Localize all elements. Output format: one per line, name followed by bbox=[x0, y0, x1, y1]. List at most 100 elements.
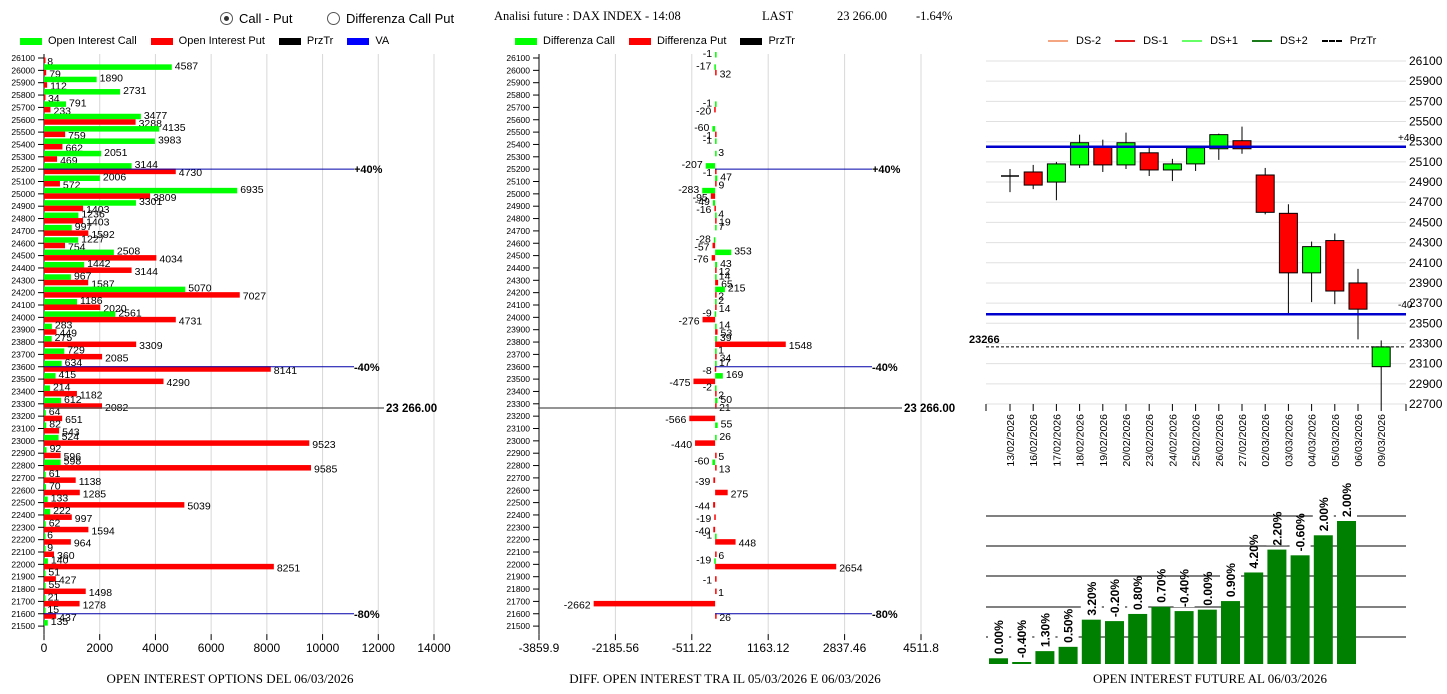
va-label: -80% bbox=[354, 609, 380, 621]
y-tick-label: 24400 bbox=[11, 263, 35, 273]
bar-call-label: 21 bbox=[48, 591, 60, 603]
bar-put bbox=[713, 502, 716, 508]
y-tick-label: 24700 bbox=[11, 226, 35, 236]
y-tick-label: 26100 bbox=[11, 53, 35, 63]
bar-put-label: 596 bbox=[64, 451, 82, 463]
candle-down bbox=[1139, 152, 1159, 171]
bar-call bbox=[44, 212, 79, 219]
oi-label-bg bbox=[1150, 580, 1172, 603]
bar-call bbox=[44, 496, 48, 503]
bar-call bbox=[44, 323, 52, 330]
bar-put-label: 19 bbox=[719, 217, 731, 229]
bar-put bbox=[44, 242, 66, 249]
x-tick-label: 02/03/2026 bbox=[1260, 414, 1272, 467]
y-tick-label: 23100 bbox=[1409, 357, 1443, 371]
va-label: -40% bbox=[354, 362, 380, 374]
x-tick-label: 17/02/2026 bbox=[1051, 414, 1063, 467]
bar-put bbox=[715, 181, 717, 187]
legend-item-candle-prztr: PrzTr bbox=[1321, 35, 1376, 47]
y-tick-label: 24000 bbox=[506, 312, 530, 322]
bar-put bbox=[715, 69, 717, 76]
bar-put-label: 8 bbox=[47, 56, 53, 68]
bar-call-label: 82 bbox=[49, 419, 61, 431]
oi-bar bbox=[1035, 651, 1055, 664]
bar-put bbox=[44, 403, 102, 409]
oi-label-bg bbox=[1080, 593, 1102, 616]
oi-bar-label: 1.30% bbox=[1038, 613, 1052, 647]
y-tick-label: 22000 bbox=[506, 559, 530, 569]
bar-call-label: 2 bbox=[718, 295, 724, 307]
y-tick-label: 24800 bbox=[506, 214, 530, 224]
y-tick-label: 24200 bbox=[11, 288, 35, 298]
radio-differenza-call-put[interactable]: Differenza Call Put bbox=[327, 11, 454, 26]
bar-put-label: 1 bbox=[718, 587, 724, 599]
header-title: Analisi future : DAX INDEX - 14:08 bbox=[494, 9, 681, 23]
x-tick-label: 24/02/2026 bbox=[1167, 414, 1179, 467]
legend-item-ds-minus1: DS-1 bbox=[1115, 35, 1168, 47]
bar-call-label: -1 bbox=[703, 530, 712, 542]
bar-put-label: 2 bbox=[718, 389, 724, 401]
bar-put bbox=[715, 539, 736, 545]
bar-call-label: -60 bbox=[694, 122, 709, 134]
bar-put bbox=[712, 242, 716, 249]
bar-put-label: 9523 bbox=[312, 439, 336, 451]
bar-put bbox=[715, 489, 728, 496]
bar-put bbox=[44, 131, 66, 138]
candle-down bbox=[1232, 140, 1252, 150]
ds-label: -40 bbox=[1398, 300, 1413, 311]
oi-label-bg bbox=[1220, 575, 1241, 598]
bar-call-label: -9 bbox=[702, 307, 711, 319]
ds-label: +40 bbox=[1398, 133, 1415, 144]
bar-put bbox=[44, 156, 58, 162]
candle-down bbox=[1325, 240, 1345, 292]
oi-label-bg bbox=[1266, 523, 1288, 546]
bar-call bbox=[44, 286, 186, 293]
x-tick-label: 09/03/2026 bbox=[1376, 414, 1388, 467]
va-label: +40% bbox=[354, 164, 383, 176]
bar-put-label: 9585 bbox=[314, 464, 338, 476]
y-tick-label: 25000 bbox=[506, 189, 530, 199]
bar-call-label: 791 bbox=[69, 97, 87, 109]
bar-put bbox=[44, 205, 84, 212]
bar-put bbox=[44, 292, 240, 298]
bar-call-label: 3477 bbox=[144, 110, 168, 122]
bar-put bbox=[44, 551, 55, 557]
bar-put bbox=[714, 366, 717, 372]
bar-put-label: 6 bbox=[718, 550, 724, 562]
oi-bar-label: -0.20% bbox=[1108, 579, 1122, 617]
legend-candles: DS-2 DS-1 DS+1 DS+2 PrzTr bbox=[1048, 35, 1390, 47]
bar-call-label: 415 bbox=[59, 369, 77, 381]
oi-bar-label: 2.00% bbox=[1317, 497, 1331, 531]
y-tick-label: 22300 bbox=[506, 522, 530, 532]
bar-put-label: 997 bbox=[75, 513, 93, 525]
bar-put bbox=[44, 390, 77, 397]
oi-bar bbox=[1267, 549, 1287, 664]
bar-put bbox=[44, 576, 56, 582]
bar-call bbox=[715, 348, 717, 354]
bar-put bbox=[715, 465, 717, 471]
bar-call-label: 353 bbox=[734, 246, 752, 258]
bar-call bbox=[44, 311, 116, 317]
bar-call-label: -19 bbox=[696, 554, 711, 566]
bar-put bbox=[715, 353, 717, 360]
radio-call-put[interactable]: Call - Put bbox=[220, 11, 292, 26]
y-tick-label: 23500 bbox=[506, 374, 530, 384]
bar-call-label: 997 bbox=[75, 221, 93, 233]
bar-put bbox=[593, 600, 716, 607]
oi-label-bg bbox=[1104, 595, 1125, 618]
bar-call bbox=[714, 311, 717, 317]
bar-put bbox=[715, 168, 717, 175]
bar-put bbox=[44, 168, 176, 175]
bar-call bbox=[44, 422, 47, 428]
y-tick-label: 22900 bbox=[506, 448, 530, 458]
candle-up bbox=[1302, 246, 1322, 274]
bar-call-label: -1 bbox=[703, 134, 712, 146]
x-tick-label: 4000 bbox=[142, 641, 169, 655]
oi-label-bg bbox=[1243, 546, 1265, 569]
oi-label-bg bbox=[1034, 625, 1056, 648]
open-interest-options-chart: 0 2000 4000 6000 8000 10000 12000 14000 26100 260… bbox=[11, 53, 451, 655]
oi-bar-label: 2.00% bbox=[1340, 483, 1354, 517]
bar-put-label: 32 bbox=[720, 68, 732, 80]
oi-bar bbox=[1081, 619, 1101, 664]
y-tick-label: 21900 bbox=[506, 572, 530, 582]
